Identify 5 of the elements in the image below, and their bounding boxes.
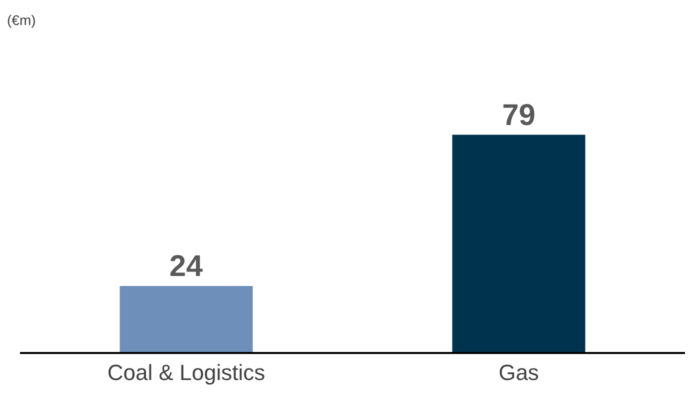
data-label: 24 bbox=[169, 250, 204, 284]
x-tick-label: Coal & Logistics bbox=[107, 360, 266, 386]
text: (€m) bbox=[7, 12, 36, 28]
x-tick-label: Gas bbox=[498, 360, 539, 386]
data-label: 79 bbox=[502, 98, 536, 132]
